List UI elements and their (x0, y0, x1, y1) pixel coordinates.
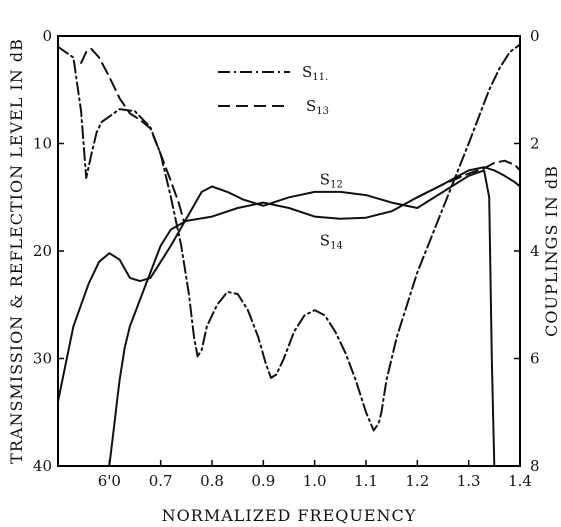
ticks-layer: 6'0 0.7 0.8 0.9 1.0 1.1 1.2 1.3 1.4 0 10 20 30 40 0 2 4 6… (33, 27, 540, 490)
x-tick-label: 1.4 (508, 472, 532, 490)
y-axis-label-left: TRANSMISSION & REFLECTION LEVEL IN dB (7, 38, 26, 464)
annotations: S12 S14 (320, 170, 343, 251)
series-annotation-subscript: 14 (330, 241, 343, 252)
series-line-s13-right (416, 159, 521, 199)
y-tick-label-right: 2 (530, 135, 540, 153)
plot-frame (57, 35, 521, 467)
y-tick-label-left: 40 (33, 457, 52, 475)
x-tick-label: 0.7 (149, 472, 173, 490)
y-tick-label-right: 4 (530, 242, 540, 260)
x-tick-label: 0.8 (200, 472, 224, 490)
x-tick-label: 1.1 (354, 472, 378, 490)
series-annotation: S14 (320, 232, 343, 252)
x-tick-label: 1.2 (405, 472, 429, 490)
y-tick-label-left: 20 (33, 242, 52, 260)
legend: S11. S13 (218, 63, 329, 117)
y-tick-label-right: 6 (530, 350, 540, 368)
series-line-s11 (57, 43, 521, 432)
series-annotation: S12 (320, 170, 343, 190)
legend-label: S11. (302, 63, 328, 83)
y-tick-label-left: 30 (33, 350, 52, 368)
x-tick-label: 1.3 (457, 472, 481, 490)
series-line-s14 (108, 166, 521, 467)
series-line-s13 (80, 47, 185, 222)
x-tick-label: 0.9 (251, 472, 275, 490)
y-tick-label-right: 0 (530, 27, 540, 45)
x-tick-label: 6'0 (98, 472, 121, 490)
y-tick-label-right: 8 (530, 457, 540, 475)
series-annotation-subscript: 12 (330, 179, 343, 190)
series-layer (57, 43, 521, 467)
x-axis-label: NORMALIZED FREQUENCY (162, 506, 417, 525)
legend-label-subscript: 13 (316, 106, 329, 117)
y-tick-label-left: 10 (33, 135, 52, 153)
y-tick-label-left: 0 (42, 27, 52, 45)
y-axis-label-right: COUPLINGS IN dB (542, 165, 561, 337)
x-tick-label: 1.0 (303, 472, 327, 490)
legend-label: S13 (306, 97, 329, 117)
series-line-s12 (57, 169, 496, 467)
legend-label-subscript: 11. (312, 72, 328, 83)
